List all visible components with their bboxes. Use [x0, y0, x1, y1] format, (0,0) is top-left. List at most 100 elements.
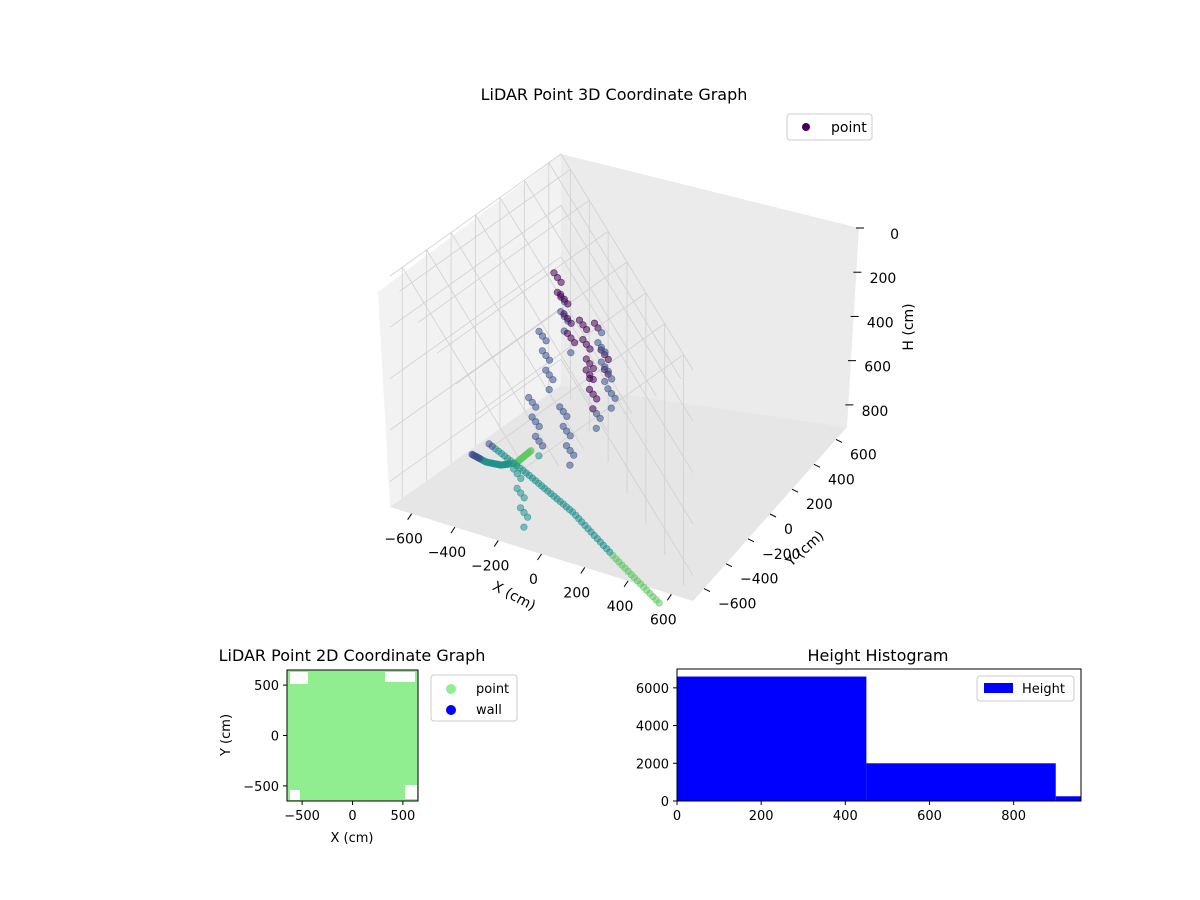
y-tick-3d [813, 463, 821, 468]
point-3d [592, 424, 600, 432]
point-3d [559, 408, 567, 416]
point-3d [601, 348, 609, 356]
point-3d [567, 349, 575, 357]
cloud-gap-2d [290, 672, 308, 684]
point-3d [535, 437, 543, 445]
histogram-bar [677, 676, 867, 801]
point-3d [570, 339, 579, 347]
point-3d [590, 319, 599, 327]
legend-label-wall-2d: wall [476, 703, 502, 718]
point-3d [604, 355, 612, 364]
point-3d [535, 422, 543, 431]
grid-line-y-floor [548, 162, 682, 379]
ticks-3d: −600 −400 −200 0 200 400 600 600 400 200 0 −200 −400… [384, 227, 899, 628]
point-3d [604, 385, 612, 393]
point-3d [517, 474, 525, 483]
point-cloud-2d [287, 670, 418, 801]
x-tick-label-hist: 800 [1001, 809, 1026, 824]
point-3d [513, 484, 521, 493]
point-3d [560, 310, 568, 318]
y-tick-label-3d: 400 [828, 472, 855, 488]
point-3d [589, 390, 597, 398]
histogram-bars [677, 676, 1081, 801]
x-tick-label-3d: −600 [384, 532, 422, 548]
point-3d [560, 295, 568, 303]
point-3d [582, 340, 591, 348]
z-tick-label-3d: 400 [867, 315, 894, 331]
x-axis-label-2d: X (cm) [331, 831, 374, 846]
point-3d [545, 356, 554, 364]
point-3d [579, 321, 587, 329]
point-3d [563, 315, 572, 323]
point-3d [557, 278, 565, 286]
legend-marker-point-2d [446, 684, 456, 694]
point-3d [553, 274, 562, 282]
point-3d [542, 337, 550, 345]
x-tick-label-hist: 200 [749, 809, 774, 824]
legend-label-point-3d: point [831, 120, 867, 136]
point-3d [562, 442, 571, 450]
point-3d [563, 427, 571, 435]
point-3d [594, 324, 602, 332]
points-3d [468, 269, 663, 607]
point-3d [535, 452, 543, 460]
point-3d [520, 494, 528, 502]
x-tick-3d [493, 540, 499, 547]
point-3d [601, 363, 609, 371]
y-axis-label-2d: Y (cm) [219, 714, 234, 757]
point-3d [545, 386, 553, 394]
grid-line-z-back [560, 205, 694, 422]
point-3d [485, 440, 493, 448]
point-3d [532, 418, 540, 426]
legend-box-3d [786, 113, 873, 141]
point-3d [538, 442, 547, 450]
z-tick-label-3d: 800 [862, 404, 889, 420]
point-3d [545, 371, 553, 379]
point-3d [549, 376, 557, 384]
point-3d [589, 405, 597, 413]
chart-title-2d: LiDAR Point 2D Coordinate Graph [219, 646, 486, 665]
x-tick-label-3d: 200 [563, 585, 590, 601]
legend-2d: point wall [430, 674, 518, 722]
point-3d [611, 394, 619, 402]
histogram-bar [866, 763, 1056, 801]
z-tick-label-3d: 0 [890, 227, 899, 243]
point-3d [589, 375, 597, 384]
legend-marker-height [984, 683, 1013, 693]
y-tick-label-3d: 0 [784, 522, 793, 538]
point-3d [563, 412, 571, 421]
point-3d [550, 269, 558, 277]
grid-line-z-side [389, 359, 562, 482]
point-3d [608, 375, 616, 383]
y-tick-label-3d: −200 [762, 547, 800, 563]
histogram-bar [1055, 796, 1081, 801]
point-3d [525, 394, 533, 402]
point-3d [538, 332, 547, 340]
point-3d [566, 461, 574, 469]
point-3d [582, 326, 591, 334]
grid-line-z-side [389, 256, 562, 379]
y-tick-label-hist: 6000 [636, 682, 669, 697]
y-tick-label-hist: 4000 [636, 720, 669, 735]
x-tick-label-3d: 400 [607, 599, 634, 615]
y-tick-label-hist: 2000 [636, 757, 669, 772]
cloud-gap-2d [385, 672, 415, 682]
point-3d [585, 385, 594, 394]
point-3d [567, 334, 575, 342]
x-tick-3d [580, 567, 586, 574]
point-fill-2d [287, 670, 418, 801]
ticks-2d: −500 0 500 −500 0 500 [243, 679, 415, 824]
y-tick-3d [747, 538, 755, 543]
point-3d [567, 319, 575, 327]
y-tick-label-2d: −500 [243, 780, 279, 795]
point-3d [607, 389, 616, 398]
point-3d [593, 395, 601, 403]
y-tick-3d [769, 513, 777, 518]
legend-hist: Height [976, 675, 1075, 702]
y-tick-label-3d: −600 [718, 597, 756, 613]
histogram-panel: Height Histogram 0 200 400 600 800 0 2000 4000 6… [636, 646, 1082, 824]
x-tick-label-2d: −500 [284, 809, 320, 824]
y-tick-label-3d: 200 [806, 497, 833, 513]
point-3d [528, 398, 536, 406]
